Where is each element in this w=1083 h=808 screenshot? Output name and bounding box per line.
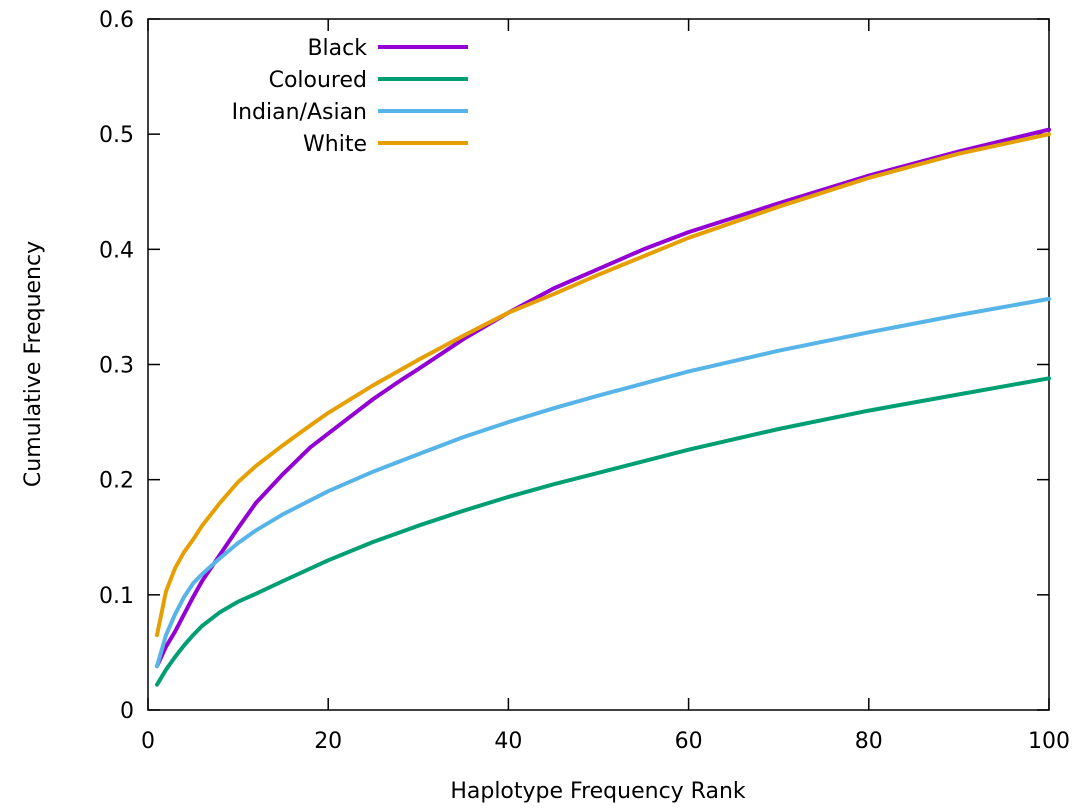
y-axis-title: Cumulative Frequency — [21, 241, 46, 487]
x-axis: 0 20 40 60 80 100 — [141, 19, 1070, 754]
y-tick-label: 0.5 — [99, 123, 134, 148]
series-layer — [155, 127, 1051, 687]
legend-label-white: White — [303, 132, 367, 157]
x-axis-title: Haplotype Frequency Rank — [450, 779, 746, 804]
series-line-white — [155, 132, 1051, 638]
legend-label-indian-asian: Indian/Asian — [232, 100, 367, 125]
series-line-indian-asian — [155, 296, 1051, 669]
series-line-coloured — [155, 376, 1051, 687]
y-tick-label: 0.1 — [99, 584, 134, 609]
y-tick-label: 0.4 — [99, 238, 134, 263]
x-tick-label: 100 — [1028, 729, 1070, 754]
x-tick-label: 0 — [141, 729, 155, 754]
y-tick-label: 0.6 — [99, 8, 134, 33]
x-tick-label: 60 — [675, 729, 703, 754]
series-line-black — [155, 127, 1051, 669]
y-tick-label: 0 — [120, 699, 134, 724]
y-tick-label: 0.2 — [99, 469, 134, 494]
x-tick-label: 20 — [314, 729, 342, 754]
legend-label-black: Black — [307, 36, 367, 61]
x-tick-label: 80 — [855, 729, 883, 754]
x-tick-label: 40 — [494, 729, 522, 754]
legend-label-coloured: Coloured — [269, 68, 367, 93]
y-tick-label: 0.3 — [99, 354, 134, 379]
y-axis: 0 0.1 0.2 0.3 0.4 0.5 0.6 — [99, 8, 1049, 724]
legend: Black Coloured Indian/Asian White — [232, 36, 468, 157]
